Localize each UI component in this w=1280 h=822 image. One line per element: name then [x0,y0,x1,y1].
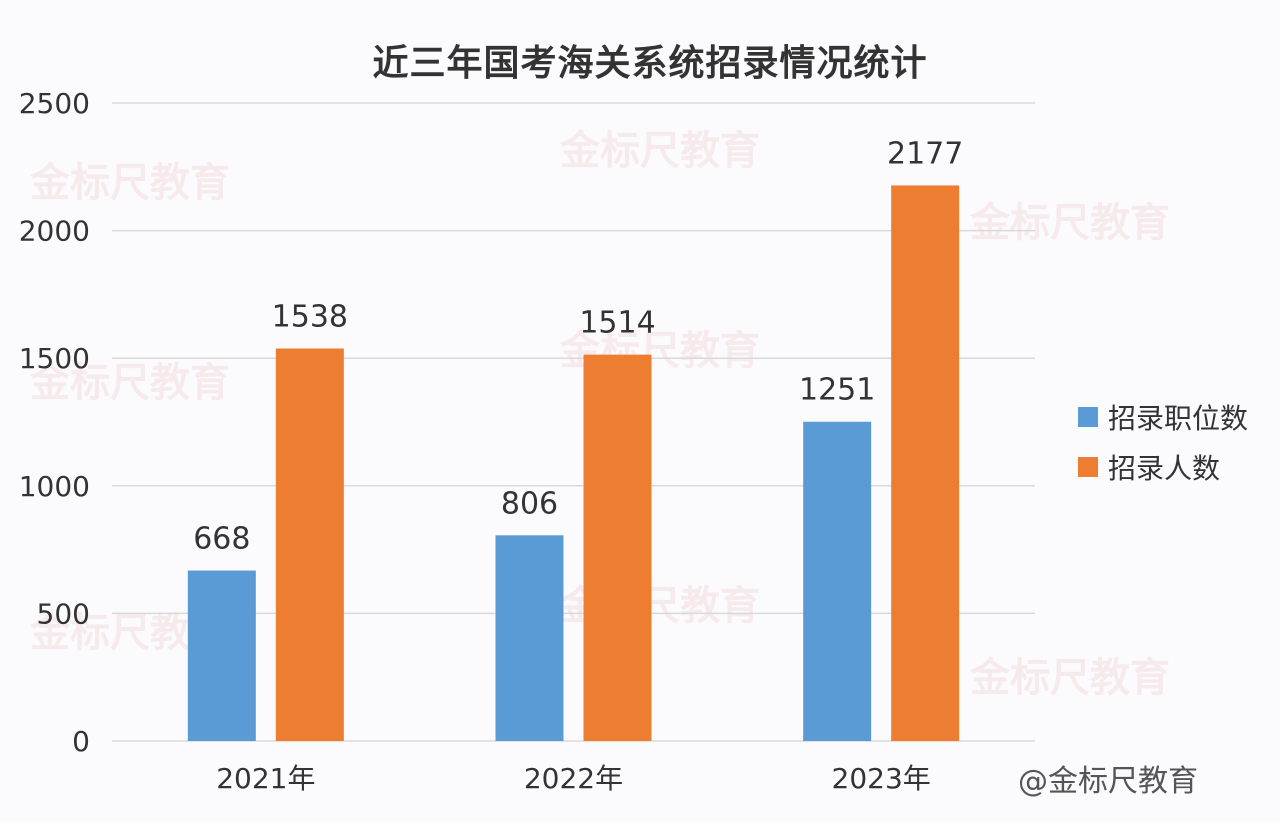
data-label: 668 [193,522,250,557]
watermark-logo: 金标尺教育 [970,200,1170,246]
y-tick-label: 2500 [19,87,90,120]
source-watermark: @金标尺教育 [1018,764,1198,799]
bar-people [583,354,652,741]
watermark-logo: 金标尺教育 [30,360,230,406]
x-tick-label: 2021年 [216,762,315,795]
data-label: 1514 [579,306,655,341]
bar-positions [495,535,564,741]
bar-positions [187,570,256,741]
y-tick-label: 500 [37,597,90,630]
data-label: 1251 [799,373,875,408]
watermark-logo: 金标尺教育 [30,160,230,206]
bar-people [275,348,344,741]
watermark-logo: 金标尺教育 [560,128,760,174]
x-tick-label: 2022年 [524,762,623,795]
y-tick-label: 2000 [19,215,90,248]
y-tick-label: 0 [72,725,90,758]
data-label: 2177 [887,136,963,171]
legend-swatch-orange [1078,457,1098,477]
bar-positions [803,421,872,741]
legend: 招录职位数 招录人数 [1078,392,1248,492]
watermark-logo: 金标尺教育 [970,655,1170,701]
legend-label-positions: 招录职位数 [1108,402,1249,435]
legend-item-positions: 招录职位数 [1078,392,1248,442]
legend-swatch-blue [1078,407,1098,427]
y-tick-label: 1500 [19,342,90,375]
y-tick-label: 1000 [19,470,90,503]
legend-item-people: 招录人数 [1078,442,1248,492]
x-tick-label: 2023年 [832,762,931,795]
data-label: 806 [501,486,558,521]
bar-people [891,185,960,742]
data-label: 1538 [272,300,348,335]
legend-label-people: 招录人数 [1108,452,1221,485]
chart-title: 近三年国考海关系统招录情况统计 [372,43,928,84]
